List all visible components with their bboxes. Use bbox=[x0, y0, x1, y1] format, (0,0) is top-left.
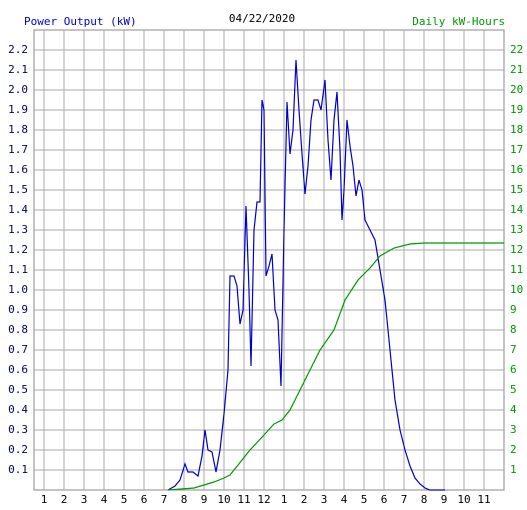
y2-tick-label: 3 bbox=[510, 423, 517, 436]
y2-tick-label: 8 bbox=[510, 323, 517, 336]
x-tick-label: 7 bbox=[161, 493, 168, 506]
left-axis-legend: Power Output (kW) bbox=[24, 15, 137, 28]
y2-tick-label: 10 bbox=[510, 283, 523, 296]
x-tick-label: 3 bbox=[321, 493, 328, 506]
plot-area bbox=[33, 29, 505, 491]
x-tick-label: 6 bbox=[381, 493, 388, 506]
y-tick-label: 0.5 bbox=[8, 383, 28, 396]
y2-tick-label: 18 bbox=[510, 123, 523, 136]
x-tick-label: 5 bbox=[361, 493, 368, 506]
x-tick-label: 5 bbox=[121, 493, 128, 506]
y-tick-label: 1.6 bbox=[8, 163, 28, 176]
y2-tick-label: 17 bbox=[510, 143, 523, 156]
x-tick-label: 6 bbox=[141, 493, 148, 506]
series-line bbox=[167, 59, 445, 491]
x-tick-label: 10 bbox=[217, 493, 230, 506]
x-tick-label: 2 bbox=[301, 493, 308, 506]
y2-tick-label: 5 bbox=[510, 383, 517, 396]
y-tick-label: 2.0 bbox=[8, 83, 28, 96]
y-tick-label: 1.2 bbox=[8, 243, 28, 256]
y2-tick-label: 1 bbox=[510, 463, 517, 476]
y-tick-label: 0.2 bbox=[8, 443, 28, 456]
y2-tick-label: 11 bbox=[510, 263, 523, 276]
x-tick-label: 2 bbox=[61, 493, 68, 506]
x-tick-label: 4 bbox=[341, 493, 348, 506]
x-tick-label: 1 bbox=[41, 493, 48, 506]
x-tick-label: 3 bbox=[81, 493, 88, 506]
y-tick-label: 2.2 bbox=[8, 43, 28, 56]
x-tick-label: 12 bbox=[257, 493, 270, 506]
y2-tick-label: 14 bbox=[510, 203, 524, 216]
y2-tick-label: 20 bbox=[510, 83, 523, 96]
x-tick-label: 9 bbox=[441, 493, 448, 506]
y-tick-label: 1.5 bbox=[8, 183, 28, 196]
x-tick-label: 10 bbox=[457, 493, 470, 506]
y-tick-label: 0.3 bbox=[8, 423, 28, 436]
y2-tick-label: 13 bbox=[510, 223, 523, 236]
y2-tick-label: 4 bbox=[510, 403, 517, 416]
series-line bbox=[167, 242, 504, 491]
x-tick-label: 7 bbox=[401, 493, 408, 506]
x-tick-label: 8 bbox=[421, 493, 428, 506]
x-tick-label: 8 bbox=[181, 493, 188, 506]
x-tick-label: 9 bbox=[201, 493, 208, 506]
y2-tick-label: 15 bbox=[510, 183, 523, 196]
y-tick-label: 0.4 bbox=[8, 403, 28, 416]
y2-tick-label: 6 bbox=[510, 363, 517, 376]
y2-tick-label: 21 bbox=[510, 63, 523, 76]
y2-tick-label: 9 bbox=[510, 303, 517, 316]
y-tick-label: 0.6 bbox=[8, 363, 28, 376]
y2-tick-label: 16 bbox=[510, 163, 523, 176]
y-tick-label: 0.9 bbox=[8, 303, 28, 316]
y-tick-label: 1.4 bbox=[8, 203, 28, 216]
y-tick-label: 1.3 bbox=[8, 223, 28, 236]
y2-tick-label: 2 bbox=[510, 443, 517, 456]
right-axis-legend: Daily kW-Hours bbox=[412, 15, 505, 28]
y-tick-label: 1.7 bbox=[8, 143, 28, 156]
x-tick-label: 11 bbox=[237, 493, 250, 506]
y-tick-label: 1.1 bbox=[8, 263, 28, 276]
x-tick-label: 1 bbox=[281, 493, 288, 506]
y-tick-label: 1.0 bbox=[8, 283, 28, 296]
x-tick-label: 11 bbox=[477, 493, 490, 506]
y2-tick-label: 19 bbox=[510, 103, 523, 116]
y-tick-label: 0.1 bbox=[8, 463, 28, 476]
y-tick-label: 1.9 bbox=[8, 103, 28, 116]
y-tick-label: 2.1 bbox=[8, 63, 28, 76]
y2-tick-label: 12 bbox=[510, 243, 523, 256]
chart-title: 04/22/2020 bbox=[229, 12, 295, 25]
y2-tick-label: 22 bbox=[510, 43, 523, 56]
y2-tick-label: 7 bbox=[510, 343, 517, 356]
x-tick-label: 4 bbox=[101, 493, 108, 506]
y-tick-label: 0.7 bbox=[8, 343, 28, 356]
y-tick-label: 1.8 bbox=[8, 123, 28, 136]
y-tick-label: 0.8 bbox=[8, 323, 28, 336]
